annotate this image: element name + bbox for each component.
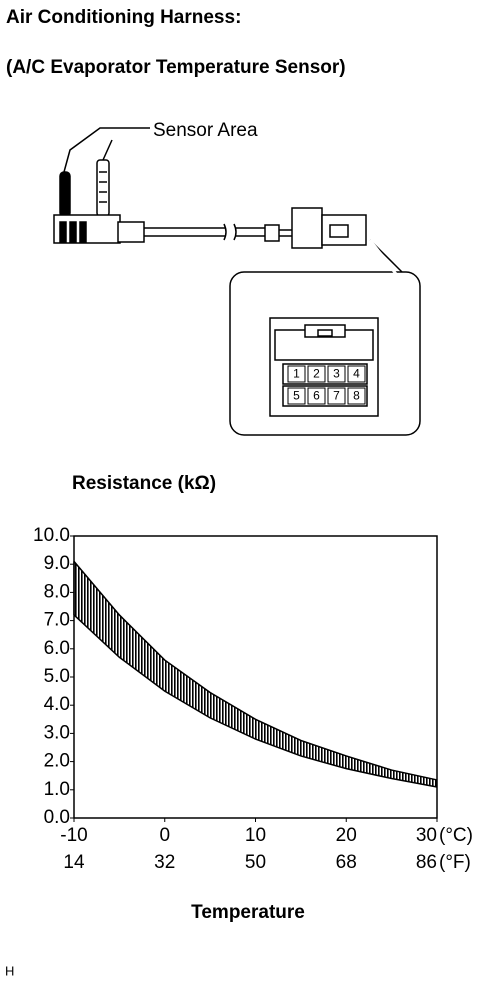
pin-cell	[307, 365, 326, 383]
y-tick-label: 2.0	[44, 751, 70, 772]
figure-code: H	[5, 963, 14, 978]
plot-frame	[73, 535, 438, 819]
pin-cell	[347, 365, 366, 383]
x-tick-label-fahrenheit: 50	[245, 852, 266, 873]
pin-cell	[327, 387, 346, 405]
pin-cell	[327, 365, 346, 383]
callout-label: Sensor Area	[153, 120, 258, 141]
pin-label: 3	[333, 367, 340, 381]
pin-cell	[287, 365, 306, 383]
x-tick-label-fahrenheit: 68	[336, 852, 357, 873]
x-tick-label-fahrenheit: 86	[416, 852, 437, 873]
x-tick-label: 30	[416, 825, 437, 846]
x-tick-label: 0	[159, 825, 170, 846]
pin-label: 7	[333, 389, 340, 403]
band-edge	[73, 560, 438, 781]
pin-label: 5	[293, 389, 300, 403]
x-unit: (°C)	[439, 825, 473, 846]
y-tick-label: 1.0	[44, 779, 70, 800]
y-axis-title: Resistance (kΩ)	[72, 473, 216, 494]
x-tick-label: -10	[60, 825, 87, 846]
pin-grid: 1 2 3 4 5 6 7 8	[287, 365, 366, 405]
pin-cell	[347, 387, 366, 405]
pin-label: 2	[313, 367, 320, 381]
title: Air Conditioning Harness:	[6, 7, 241, 28]
pin-label: 1	[293, 367, 300, 381]
y-tick-label: 10.0	[33, 525, 70, 546]
y-tick-label: 6.0	[44, 638, 70, 659]
y-tick-label: 3.0	[44, 722, 70, 743]
pin-label: 6	[313, 389, 320, 403]
pin-label: 4	[353, 367, 360, 381]
y-tick-label: 0.0	[44, 807, 70, 828]
pin-label: 8	[353, 389, 360, 403]
y-tick-label: 9.0	[44, 553, 70, 574]
x-axis-title: Temperature	[191, 902, 305, 923]
band-fill	[74, 561, 437, 787]
x-tick-label-fahrenheit: 32	[154, 852, 175, 873]
band-edge	[73, 614, 438, 788]
y-tick-label: 8.0	[44, 581, 70, 602]
pin-cell	[307, 387, 326, 405]
y-tick-label: 4.0	[44, 694, 70, 715]
y-tick-label: 5.0	[44, 666, 70, 687]
y-tick-label: 7.0	[44, 610, 70, 631]
x-tick-label-fahrenheit: 14	[63, 852, 85, 873]
pin-cell	[287, 387, 306, 405]
x-tick-label: 20	[336, 825, 357, 846]
subtitle: (A/C Evaporator Temperature Sensor)	[6, 57, 346, 78]
x-unit-fahrenheit: (°F)	[439, 852, 471, 873]
x-tick-label: 10	[245, 825, 266, 846]
chart: 0.0 1.0 2.0 3.0 4.0 5.0 6.0 7.0 8.0 9.0 10.0 -10 14 0…	[33, 525, 473, 873]
